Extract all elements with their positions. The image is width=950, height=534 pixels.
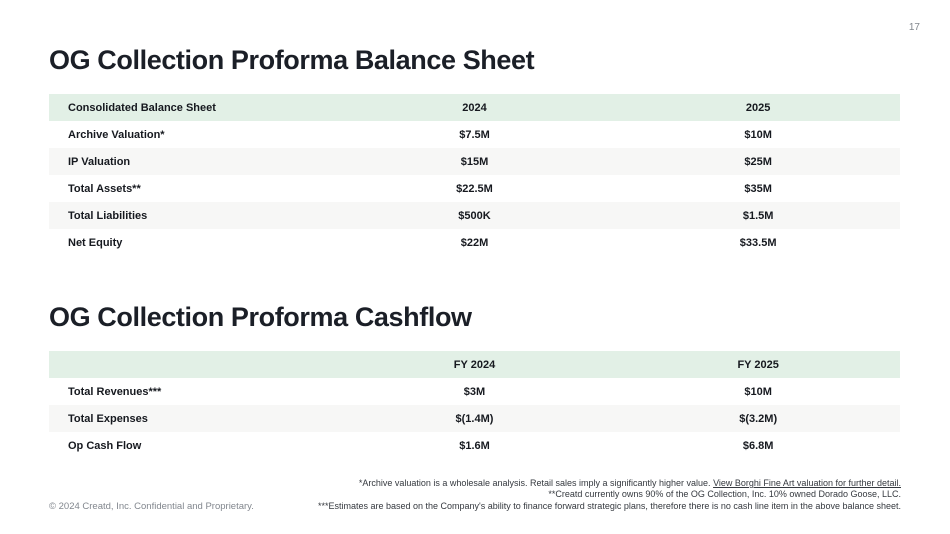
header-label: Consolidated Balance Sheet xyxy=(68,101,216,114)
table-row: Total Assets** $22.5M $35M xyxy=(49,175,900,202)
footnotes: *Archive valuation is a wholesale analys… xyxy=(318,478,901,512)
row-label: Net Equity xyxy=(68,236,123,249)
table-row: Net Equity $22M $33.5M xyxy=(49,229,900,256)
row-label: Total Expenses xyxy=(68,412,148,425)
table-row: Archive Valuation* $7.5M $10M xyxy=(49,121,900,148)
row-label: Archive Valuation* xyxy=(68,128,165,141)
row-label: IP Valuation xyxy=(68,155,131,168)
row-value-2024: $500K xyxy=(458,209,491,222)
row-value-fy2025: $(3.2M) xyxy=(739,412,778,425)
row-value-fy2024: $1.6M xyxy=(459,439,490,452)
row-value-2024: $22M xyxy=(460,236,489,249)
row-value-2025: $10M xyxy=(744,128,772,141)
table-row: Op Cash Flow $1.6M $6.8M xyxy=(49,432,900,459)
row-label: Total Liabilities xyxy=(68,209,148,222)
row-value-2024: $7.5M xyxy=(459,128,490,141)
row-label: Total Revenues*** xyxy=(68,385,162,398)
footnote-ownership: **Creatd currently owns 90% of the OG Co… xyxy=(548,489,901,500)
table-header-row: Consolidated Balance Sheet 2024 2025 xyxy=(49,94,900,121)
header-2025: 2025 xyxy=(745,101,771,114)
footnote-archive-valuation: *Archive valuation is a wholesale analys… xyxy=(318,478,901,489)
footnote-text: *Archive valuation is a wholesale analys… xyxy=(358,478,714,488)
row-value-2025: $35M xyxy=(744,182,772,195)
header-fy2025: FY 2025 xyxy=(737,358,779,371)
balance-sheet-table: Consolidated Balance Sheet 2024 2025 Arc… xyxy=(49,94,900,256)
borghi-valuation-link[interactable]: View Borghi Fine Art valuation for furth… xyxy=(713,478,901,488)
row-value-2024: $15M xyxy=(460,155,489,168)
row-value-fy2025: $6.8M xyxy=(742,439,774,452)
header-fy2024: FY 2024 xyxy=(453,358,496,371)
row-value-2025: $25M xyxy=(744,155,772,168)
row-value-fy2024: $(1.4M) xyxy=(455,412,494,425)
row-value-2025: $33.5M xyxy=(739,236,777,249)
copyright-notice: © 2024 Creatd, Inc. Confidential and Pro… xyxy=(49,501,254,512)
row-value-fy2024: $3M xyxy=(463,385,486,398)
table-header-row: FY 2024 FY 2025 xyxy=(49,351,900,378)
row-value-fy2025: $10M xyxy=(744,385,772,398)
balance-sheet-title: OG Collection Proforma Balance Sheet xyxy=(49,45,535,75)
row-label: Total Assets** xyxy=(68,182,141,195)
table-row: Total Liabilities $500K $1.5M xyxy=(49,202,900,229)
page-number: 17 xyxy=(908,22,920,33)
row-value-2024: $22.5M xyxy=(456,182,493,195)
cashflow-table: FY 2024 FY 2025 Total Revenues*** $3M $1… xyxy=(49,351,900,459)
table-row: Total Expenses $(1.4M) $(3.2M) xyxy=(49,405,900,432)
table-row: IP Valuation $15M $25M xyxy=(49,148,900,175)
cashflow-title: OG Collection Proforma Cashflow xyxy=(49,302,472,332)
row-value-2025: $1.5M xyxy=(742,209,774,222)
table-row: Total Revenues*** $3M $10M xyxy=(49,378,900,405)
header-2024: 2024 xyxy=(462,101,487,114)
footnote-estimates: ***Estimates are based on the Company's … xyxy=(317,500,901,511)
row-label: Op Cash Flow xyxy=(68,439,142,452)
